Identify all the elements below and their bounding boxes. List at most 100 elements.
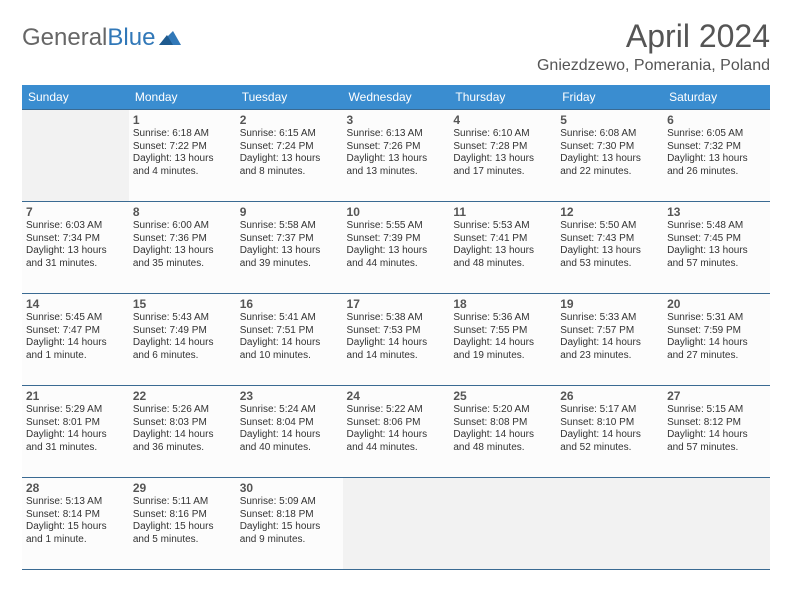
calendar-cell: 7Sunrise: 6:03 AMSunset: 7:34 PMDaylight… [22,202,129,294]
calendar-row: 14Sunrise: 5:45 AMSunset: 7:47 PMDayligh… [22,294,770,386]
calendar-cell: 8Sunrise: 6:00 AMSunset: 7:36 PMDaylight… [129,202,236,294]
day-number: 27 [667,389,766,403]
calendar-body: 1Sunrise: 6:18 AMSunset: 7:22 PMDaylight… [22,110,770,570]
logo-text-gray: General [22,24,107,52]
day-number: 2 [240,113,339,127]
day-header: Saturday [663,85,770,110]
day-info: Sunrise: 5:58 AMSunset: 7:37 PMDaylight:… [240,220,339,270]
day-number: 7 [26,205,125,219]
day-info: Sunrise: 5:20 AMSunset: 8:08 PMDaylight:… [453,404,552,454]
day-number: 12 [560,205,659,219]
calendar-cell: 29Sunrise: 5:11 AMSunset: 8:16 PMDayligh… [129,478,236,570]
day-number: 11 [453,205,552,219]
day-info: Sunrise: 5:22 AMSunset: 8:06 PMDaylight:… [347,404,446,454]
day-info: Sunrise: 5:38 AMSunset: 7:53 PMDaylight:… [347,312,446,362]
calendar-cell-blank [449,478,556,570]
calendar-row: 28Sunrise: 5:13 AMSunset: 8:14 PMDayligh… [22,478,770,570]
calendar-row: 7Sunrise: 6:03 AMSunset: 7:34 PMDaylight… [22,202,770,294]
calendar-cell: 1Sunrise: 6:18 AMSunset: 7:22 PMDaylight… [129,110,236,202]
day-info: Sunrise: 5:55 AMSunset: 7:39 PMDaylight:… [347,220,446,270]
day-header: Monday [129,85,236,110]
calendar-cell: 3Sunrise: 6:13 AMSunset: 7:26 PMDaylight… [343,110,450,202]
calendar-cell-blank [22,110,129,202]
day-info: Sunrise: 6:08 AMSunset: 7:30 PMDaylight:… [560,128,659,178]
calendar-cell: 14Sunrise: 5:45 AMSunset: 7:47 PMDayligh… [22,294,129,386]
calendar-cell: 25Sunrise: 5:20 AMSunset: 8:08 PMDayligh… [449,386,556,478]
calendar-cell: 23Sunrise: 5:24 AMSunset: 8:04 PMDayligh… [236,386,343,478]
calendar-cell-blank [663,478,770,570]
day-info: Sunrise: 5:48 AMSunset: 7:45 PMDaylight:… [667,220,766,270]
day-number: 8 [133,205,232,219]
day-number: 10 [347,205,446,219]
day-info: Sunrise: 5:29 AMSunset: 8:01 PMDaylight:… [26,404,125,454]
calendar-cell: 13Sunrise: 5:48 AMSunset: 7:45 PMDayligh… [663,202,770,294]
day-info: Sunrise: 6:03 AMSunset: 7:34 PMDaylight:… [26,220,125,270]
calendar-cell: 10Sunrise: 5:55 AMSunset: 7:39 PMDayligh… [343,202,450,294]
calendar-cell: 19Sunrise: 5:33 AMSunset: 7:57 PMDayligh… [556,294,663,386]
day-info: Sunrise: 5:36 AMSunset: 7:55 PMDaylight:… [453,312,552,362]
day-number: 15 [133,297,232,311]
day-number: 4 [453,113,552,127]
calendar-row: 1Sunrise: 6:18 AMSunset: 7:22 PMDaylight… [22,110,770,202]
calendar-cell: 28Sunrise: 5:13 AMSunset: 8:14 PMDayligh… [22,478,129,570]
calendar-cell-blank [343,478,450,570]
calendar-cell: 16Sunrise: 5:41 AMSunset: 7:51 PMDayligh… [236,294,343,386]
day-info: Sunrise: 6:00 AMSunset: 7:36 PMDaylight:… [133,220,232,270]
day-number: 25 [453,389,552,403]
calendar-cell: 26Sunrise: 5:17 AMSunset: 8:10 PMDayligh… [556,386,663,478]
day-header-row: SundayMondayTuesdayWednesdayThursdayFrid… [22,85,770,110]
day-number: 9 [240,205,339,219]
day-number: 1 [133,113,232,127]
calendar-cell: 27Sunrise: 5:15 AMSunset: 8:12 PMDayligh… [663,386,770,478]
calendar-cell: 2Sunrise: 6:15 AMSunset: 7:24 PMDaylight… [236,110,343,202]
day-number: 19 [560,297,659,311]
day-info: Sunrise: 6:10 AMSunset: 7:28 PMDaylight:… [453,128,552,178]
day-header: Sunday [22,85,129,110]
month-title: April 2024 [537,18,770,55]
day-number: 24 [347,389,446,403]
day-header: Tuesday [236,85,343,110]
calendar-cell: 12Sunrise: 5:50 AMSunset: 7:43 PMDayligh… [556,202,663,294]
title-block: April 2024 Gniezdzewo, Pomerania, Poland [537,18,770,75]
calendar-cell: 30Sunrise: 5:09 AMSunset: 8:18 PMDayligh… [236,478,343,570]
day-number: 21 [26,389,125,403]
day-info: Sunrise: 6:13 AMSunset: 7:26 PMDaylight:… [347,128,446,178]
day-header: Wednesday [343,85,450,110]
day-info: Sunrise: 5:45 AMSunset: 7:47 PMDaylight:… [26,312,125,362]
day-info: Sunrise: 5:41 AMSunset: 7:51 PMDaylight:… [240,312,339,362]
day-info: Sunrise: 5:43 AMSunset: 7:49 PMDaylight:… [133,312,232,362]
calendar-cell: 21Sunrise: 5:29 AMSunset: 8:01 PMDayligh… [22,386,129,478]
day-info: Sunrise: 5:24 AMSunset: 8:04 PMDaylight:… [240,404,339,454]
day-info: Sunrise: 6:18 AMSunset: 7:22 PMDaylight:… [133,128,232,178]
day-info: Sunrise: 6:05 AMSunset: 7:32 PMDaylight:… [667,128,766,178]
calendar-cell: 4Sunrise: 6:10 AMSunset: 7:28 PMDaylight… [449,110,556,202]
location: Gniezdzewo, Pomerania, Poland [537,57,770,75]
calendar-cell: 18Sunrise: 5:36 AMSunset: 7:55 PMDayligh… [449,294,556,386]
calendar-cell: 5Sunrise: 6:08 AMSunset: 7:30 PMDaylight… [556,110,663,202]
day-number: 5 [560,113,659,127]
day-info: Sunrise: 5:11 AMSunset: 8:16 PMDaylight:… [133,496,232,546]
day-number: 28 [26,481,125,495]
day-info: Sunrise: 5:50 AMSunset: 7:43 PMDaylight:… [560,220,659,270]
day-number: 6 [667,113,766,127]
logo: GeneralBlue [22,18,181,52]
calendar-cell: 6Sunrise: 6:05 AMSunset: 7:32 PMDaylight… [663,110,770,202]
day-number: 30 [240,481,339,495]
day-number: 22 [133,389,232,403]
day-number: 13 [667,205,766,219]
day-number: 26 [560,389,659,403]
calendar-table: SundayMondayTuesdayWednesdayThursdayFrid… [22,85,770,570]
calendar-cell: 24Sunrise: 5:22 AMSunset: 8:06 PMDayligh… [343,386,450,478]
day-number: 29 [133,481,232,495]
day-number: 20 [667,297,766,311]
day-header: Friday [556,85,663,110]
calendar-cell-blank [556,478,663,570]
day-number: 14 [26,297,125,311]
calendar-cell: 20Sunrise: 5:31 AMSunset: 7:59 PMDayligh… [663,294,770,386]
day-info: Sunrise: 5:17 AMSunset: 8:10 PMDaylight:… [560,404,659,454]
calendar-row: 21Sunrise: 5:29 AMSunset: 8:01 PMDayligh… [22,386,770,478]
day-info: Sunrise: 5:15 AMSunset: 8:12 PMDaylight:… [667,404,766,454]
logo-text-blue: Blue [107,24,155,52]
day-number: 3 [347,113,446,127]
day-info: Sunrise: 5:13 AMSunset: 8:14 PMDaylight:… [26,496,125,546]
